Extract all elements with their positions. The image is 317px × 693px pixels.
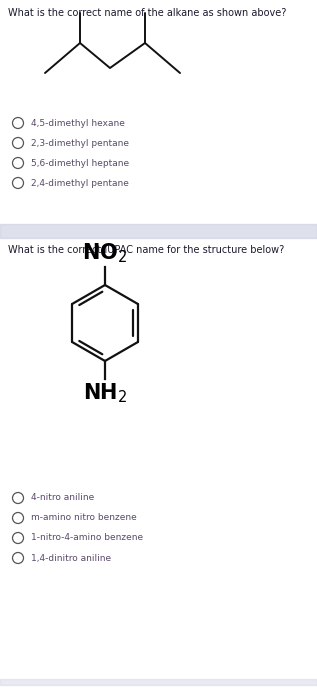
Text: 2,4-dimethyl pentane: 2,4-dimethyl pentane: [31, 179, 129, 188]
Text: What is the correct name of the alkane as shown above?: What is the correct name of the alkane a…: [8, 8, 286, 18]
Text: 2,3-dimethyl pentane: 2,3-dimethyl pentane: [31, 139, 129, 148]
Text: NO$_2$: NO$_2$: [82, 241, 128, 265]
Text: m-amino nitro benzene: m-amino nitro benzene: [31, 514, 137, 523]
Text: NH$_2$: NH$_2$: [83, 381, 127, 405]
Text: 4-nitro aniline: 4-nitro aniline: [31, 493, 94, 502]
Text: What is the correct IUPAC name for the structure below?: What is the correct IUPAC name for the s…: [8, 245, 284, 255]
Text: 4,5-dimethyl hexane: 4,5-dimethyl hexane: [31, 119, 125, 128]
Text: 1-nitro-4-amino benzene: 1-nitro-4-amino benzene: [31, 534, 143, 543]
Text: 5,6-dimethyl heptane: 5,6-dimethyl heptane: [31, 159, 129, 168]
Text: 1,4-dinitro aniline: 1,4-dinitro aniline: [31, 554, 111, 563]
